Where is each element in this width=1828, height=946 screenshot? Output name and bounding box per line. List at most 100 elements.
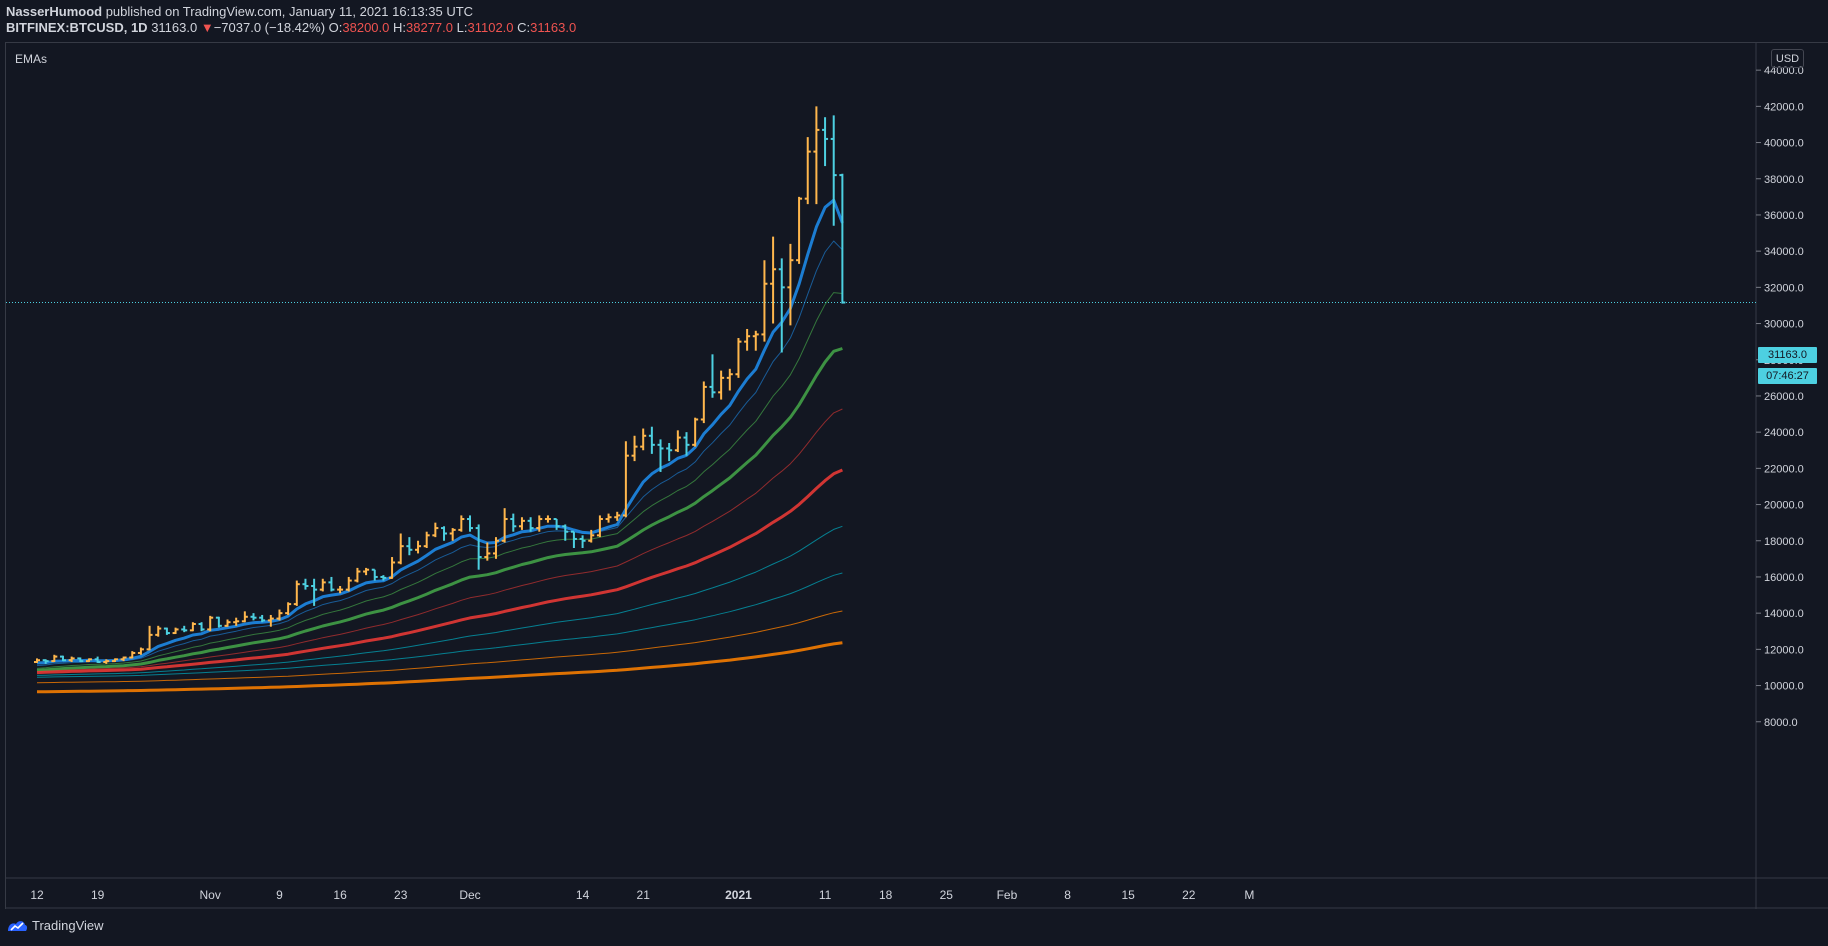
low-value: 31102.0 [467,20,514,35]
currency-button[interactable]: USD [1771,49,1804,68]
x-tick-label: 14 [576,888,590,902]
high-value: 38277.0 [406,20,454,35]
ohlc-bar [657,439,664,472]
ohlc-bar [285,602,292,615]
ohlc-bar [432,522,439,538]
ohlc-bar [640,428,647,451]
ohlc-bar [518,517,525,530]
ohlc-bar [293,580,300,606]
y-tick-label: 20000.0 [1764,500,1804,512]
ohlc-bar [250,613,257,621]
last-price-tag: 31163.0 [1758,347,1817,363]
chart-header: NasserHumood published on TradingView.co… [6,4,576,36]
ema-line-21 [36,292,843,669]
ohlc-bar [735,338,742,378]
y-tick-label: 42000.0 [1764,101,1804,113]
y-tick-label: 14000.0 [1764,608,1804,620]
ema-line-233 [36,572,843,678]
ohlc-bar [163,627,170,635]
ohlc-bar [68,656,75,663]
ohlc-bar [622,441,629,518]
ohlc-bar [103,659,110,664]
last-price: 31163.0 [151,20,198,35]
y-tick-label: 24000.0 [1764,427,1804,439]
ohlc-bar [579,535,586,548]
indicator-label[interactable]: EMAs [15,52,48,66]
x-tick-label: 11 [819,888,832,902]
x-tick-label: 8 [1064,888,1071,902]
ohlc-bar [752,330,759,351]
ohlc-bar [276,609,283,621]
ohlc-bar [311,578,318,606]
footer[interactable]: TradingView [6,918,104,933]
ohlc-bar [59,655,66,662]
ohlc-bar [146,625,153,651]
ohlc-bar [111,658,118,663]
y-tick-label: 34000.0 [1764,246,1804,258]
ohlc-bar [423,531,430,548]
ohlc-bar [674,430,681,453]
x-tick-label: Dec [459,888,480,902]
x-tick-label: 19 [91,888,105,902]
ohlc-bar [744,328,751,351]
ohlc-bar [137,647,144,655]
close-label: C: [517,20,531,35]
ohlc-bar [605,513,612,523]
ohlc-bar [458,515,465,532]
ohlc-bar [484,542,491,561]
x-tick-label: 15 [1121,888,1135,902]
ema-line-144 [36,525,843,676]
ohlc-bar [363,567,370,576]
chart-pane[interactable] [5,42,1828,909]
open-value: 38200.0 [342,20,390,35]
ohlc-bar [510,513,517,532]
open-label: O: [328,20,343,35]
x-tick-label: 21 [637,888,651,902]
ohlc-bar [666,443,673,462]
ohlc-bar [570,530,577,548]
ohlc-bar [770,236,777,324]
published-text: published on TradingView.com, January 11… [102,4,474,19]
x-tick-label: 22 [1182,888,1196,902]
tradingview-logo-icon [8,920,28,931]
ohlc-bar [822,117,829,167]
ohlc-bar [839,173,846,304]
ohlc-bar [172,627,179,635]
high-label: H: [393,20,407,35]
y-tick-label: 16000.0 [1764,572,1804,584]
ohlc-bar [726,368,733,391]
y-tick-label: 26000.0 [1764,391,1804,403]
low-label: L: [456,20,468,35]
ohlc-bar [778,258,785,353]
y-tick-label: 38000.0 [1764,174,1804,186]
ohlc-bar [397,533,404,565]
ohlc-bar [207,615,214,632]
ohlc-bar [536,515,543,532]
ohlc-bar [648,426,655,454]
price-chart[interactable]: 8000.0 10000.0 12000.0 14000.0 16000.0 18000.… [0,0,1828,912]
author-name[interactable]: NasserHumood [6,4,103,19]
y-tick-label: 10000.0 [1764,681,1804,693]
price-change: −7037.0 (−18.42%) [213,20,326,35]
symbol-label[interactable]: BITFINEX:BTCUSD, 1D [6,20,148,35]
ohlc-bar [544,515,551,523]
ohlc-bar [371,568,378,581]
ohlc-bar [259,614,266,623]
ohlc-bar [415,540,422,554]
ema-line-13 [36,240,843,667]
ohlc-bar [34,658,40,664]
ohlc-bar [631,435,638,462]
ohlc-bar [155,625,162,637]
ema-line-377 [36,610,843,684]
y-tick-label: 36000.0 [1764,210,1804,222]
ohlc-bar [77,657,84,663]
ohlc-bar [129,651,136,659]
y-tick-label: 12000.0 [1764,644,1804,656]
ema-line-89 [36,468,844,675]
ema-line-8 [36,198,844,665]
ohlc-bar [787,243,794,326]
ohlc-bar [553,518,560,530]
ohlc-bar [406,537,413,556]
ohlc-bar [51,654,58,663]
ohlc-bar [761,260,768,342]
